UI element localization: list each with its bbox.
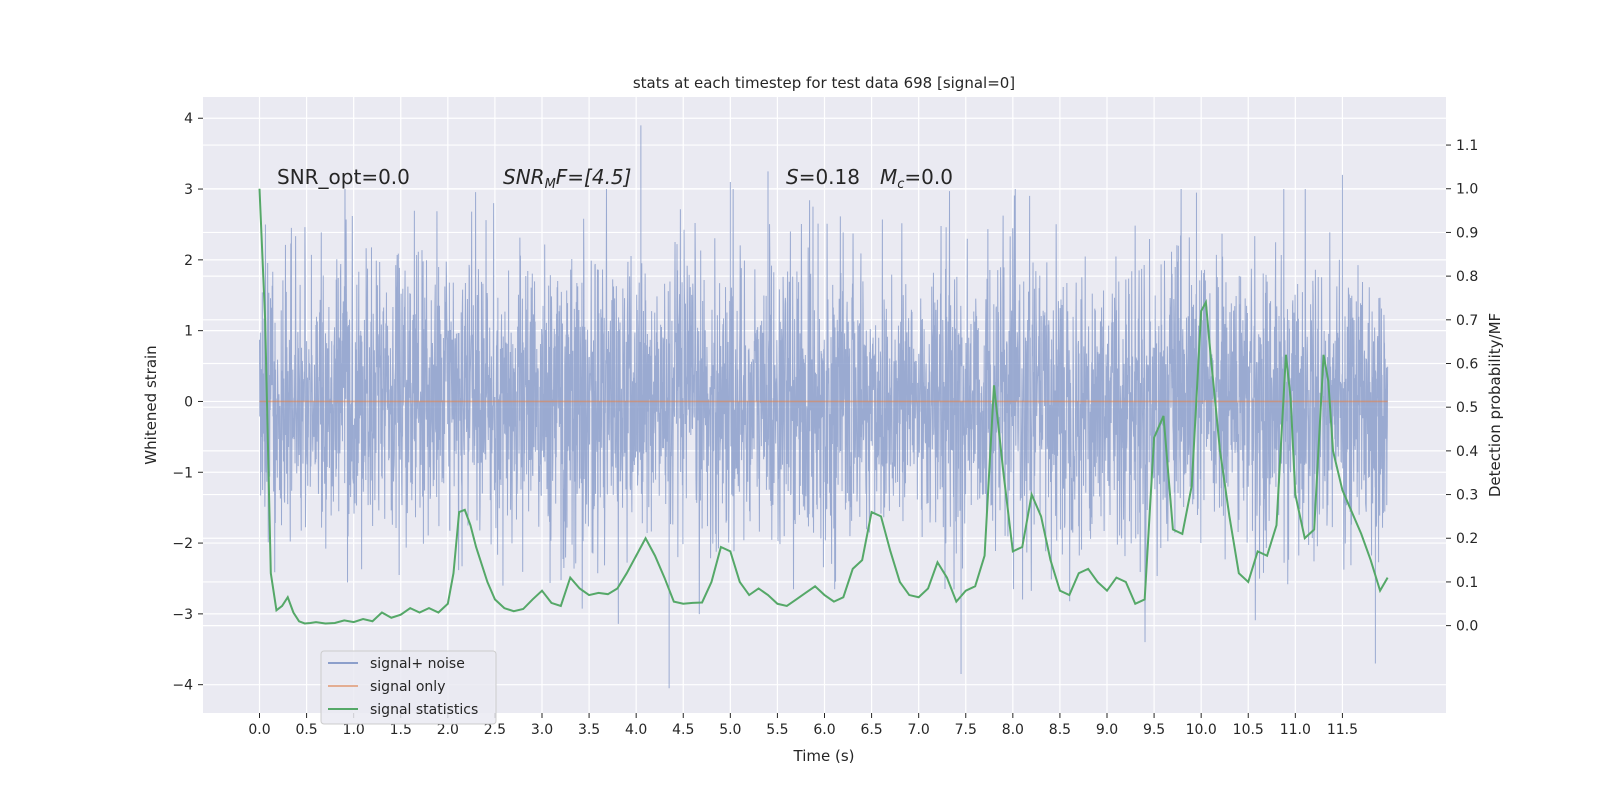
y-right-tick-label: 0.4: [1456, 444, 1478, 460]
y-right-tick-label: 0.7: [1456, 313, 1478, 329]
legend-box: [320, 650, 497, 725]
y-right-tick-label: 0.6: [1456, 356, 1478, 372]
y-right-tick-label: 1.0: [1456, 182, 1478, 198]
annotation-snr-opt: SNR_opt=0.0: [277, 165, 410, 189]
y-left-tick-label: −1: [172, 465, 193, 481]
x-tick-label: 1.0: [343, 722, 365, 738]
x-tick-label: 0.5: [295, 722, 317, 738]
legend-label-statistics: signal statistics: [370, 702, 478, 718]
y-left-axis-label: Whitened strain: [142, 345, 160, 464]
x-tick-label: 11.0: [1280, 722, 1311, 738]
x-tick-label: 6.5: [860, 722, 882, 738]
annotation-snr-mf: SNRMF=[4.5]: [503, 165, 631, 192]
annotation-mc: Mc=0.0: [880, 165, 953, 192]
x-axis-label: Time (s): [793, 747, 855, 765]
signal-statistics-series: [258, 188, 1389, 625]
y-left-tick-label: 2: [184, 253, 193, 269]
x-tick-label: 2.0: [437, 722, 459, 738]
signal-noise-line: [259, 125, 1389, 689]
x-tick-label: 8.0: [1002, 722, 1024, 738]
x-tick-label: 11.5: [1327, 722, 1358, 738]
signal-noise-series: [259, 125, 1389, 689]
y-right-tick-label: 0.8: [1456, 269, 1478, 285]
y-left-tick-label: 0: [184, 394, 193, 410]
y-right-tick-label: 0.9: [1456, 225, 1478, 241]
y-left-tick-label: 1: [184, 324, 193, 340]
legend-label-noise: signal+ noise: [370, 656, 465, 672]
y-right-tick-label: 0.1: [1456, 575, 1478, 591]
x-tick-label: 1.5: [390, 722, 412, 738]
y-right-tick-label: 1.1: [1456, 138, 1478, 154]
y-right-tick-label: 0.3: [1456, 488, 1478, 504]
y-right-axis-label: Detection probability/MF: [1486, 313, 1504, 497]
x-tick-label: 7.5: [955, 722, 977, 738]
annotation-s: S=0.18: [786, 165, 860, 189]
signal-statistics-line: [258, 188, 1389, 625]
x-axis-ticks: 0.0 0.5 1.0 1.5 2.0 2.5 3.0 3.5 4.0 4.5 5.0 5.5 6.0 6…: [248, 713, 1358, 738]
y-left-axis-ticks: 4 3 2 1 0 −1 −2 −3 −4: [172, 111, 203, 694]
x-tick-label: 10.0: [1186, 722, 1217, 738]
x-tick-label: 10.5: [1233, 722, 1264, 738]
y-right-tick-label: 0.2: [1456, 531, 1478, 547]
chart-title: stats at each timestep for test data 698…: [633, 74, 1015, 92]
x-tick-label: 5.5: [766, 722, 788, 738]
y-right-tick-label: 0.5: [1456, 400, 1478, 416]
y-right-axis-ticks: 1.1 1.0 0.9 0.8 0.7 0.6 0.5 0.4 0.3 0.2 0.1 0.0: [1446, 138, 1478, 635]
x-tick-label: 2.5: [484, 722, 506, 738]
x-tick-label: 4.0: [625, 722, 647, 738]
y-left-tick-label: 3: [184, 182, 193, 198]
y-left-tick-label: −2: [172, 536, 193, 552]
x-tick-label: 7.0: [908, 722, 930, 738]
y-left-tick-label: 4: [184, 111, 193, 127]
y-left-tick-label: −4: [172, 678, 193, 694]
y-right-tick-label: 0.0: [1456, 619, 1478, 635]
x-tick-label: 4.5: [672, 722, 694, 738]
x-tick-label: 3.0: [531, 722, 553, 738]
x-tick-label: 3.5: [578, 722, 600, 738]
x-tick-label: 5.0: [719, 722, 741, 738]
y-left-tick-label: −3: [172, 607, 193, 623]
x-tick-label: 0.0: [248, 722, 270, 738]
legend-label-signal-only: signal only: [370, 679, 445, 695]
legend: signal+ noise signal only signal statist…: [320, 650, 497, 725]
x-tick-label: 6.0: [813, 722, 835, 738]
x-tick-label: 9.5: [1143, 722, 1165, 738]
x-tick-label: 9.0: [1096, 722, 1118, 738]
x-tick-label: 8.5: [1049, 722, 1071, 738]
